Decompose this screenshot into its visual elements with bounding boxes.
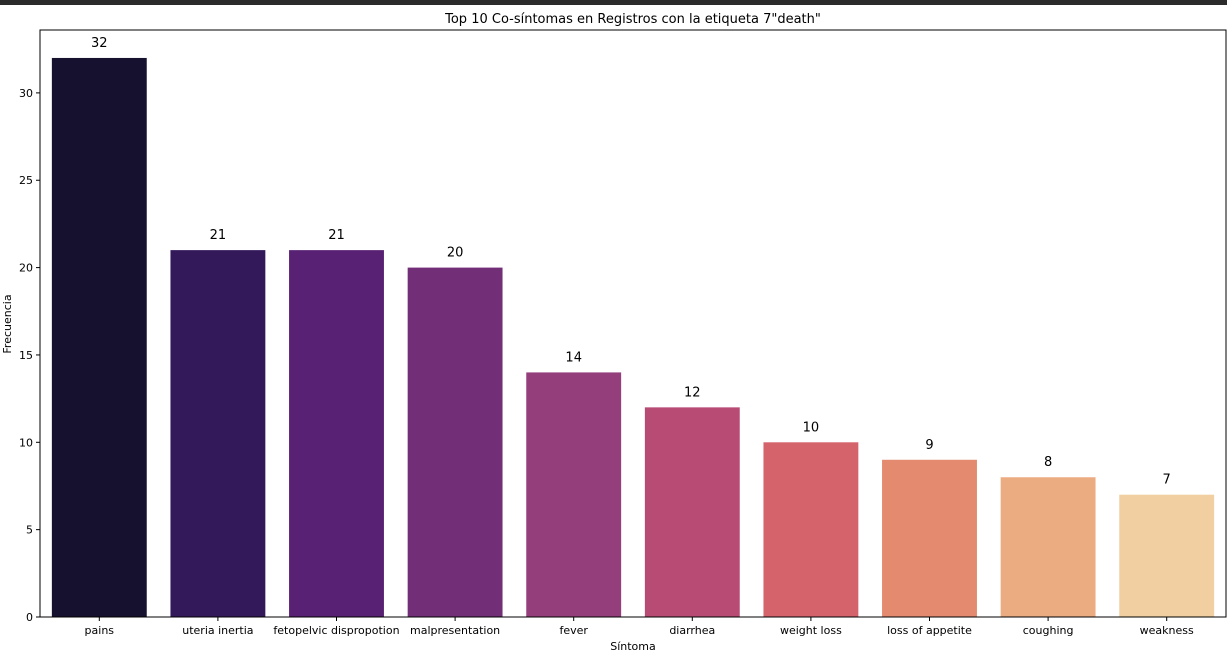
bar — [763, 442, 859, 617]
x-tick-label: pains — [85, 624, 115, 637]
bar — [407, 267, 503, 617]
bar-value-labels: 32 21 21 20 14 12 10 9 8 7 — [91, 36, 1171, 488]
x-tick-label: weakness — [1140, 624, 1194, 637]
y-tick-label: 0 — [26, 611, 33, 624]
bar — [1119, 494, 1215, 617]
bar — [1000, 477, 1096, 617]
y-tick-label: 5 — [26, 524, 33, 537]
bar-value-label: 8 — [1044, 455, 1052, 470]
x-tick-label: uteria inertia — [182, 624, 253, 637]
bar-value-label: 14 — [565, 350, 582, 365]
plot-frame — [39, 29, 1227, 618]
y-tick-label: 15 — [19, 349, 33, 362]
x-tick-label: loss of appetite — [887, 624, 972, 637]
bar — [644, 407, 740, 617]
window-top-strip — [0, 0, 1227, 5]
bar — [51, 57, 147, 617]
bar-value-label: 7 — [1163, 473, 1171, 488]
x-tick-label: weight loss — [780, 624, 842, 637]
x-tick-label: diarrhea — [669, 624, 715, 637]
chart-title: Top 10 Co-síntomas en Registros con la e… — [444, 12, 821, 27]
bar — [170, 250, 266, 617]
bar-value-label: 21 — [328, 228, 345, 243]
x-tick-label: fever — [559, 624, 588, 637]
y-axis-label: Frecuencia — [1, 294, 14, 353]
y-tick-label: 25 — [19, 174, 33, 187]
x-tick-label: malpresentation — [410, 624, 500, 637]
bar-value-label: 12 — [684, 385, 701, 400]
bar — [882, 459, 977, 617]
x-axis: pains uteria inertia fetopelvic dispropoti… — [85, 617, 1194, 637]
x-tick-label: coughing — [1023, 624, 1074, 637]
bar-value-label: 21 — [210, 228, 227, 243]
y-tick-label: 30 — [19, 87, 33, 100]
bars-group — [51, 57, 1215, 617]
x-tick-label: fetopelvic dispropotion — [273, 624, 399, 637]
y-tick-label: 20 — [19, 262, 33, 275]
x-axis-label: Síntoma — [610, 640, 656, 653]
bar — [526, 372, 622, 617]
bar-value-label: 10 — [803, 420, 820, 435]
bar — [289, 250, 384, 617]
bar-value-label: 9 — [925, 438, 933, 453]
bar-value-label: 32 — [91, 36, 108, 51]
y-tick-label: 10 — [19, 436, 33, 449]
bar-value-label: 20 — [447, 246, 464, 261]
y-axis: 0 5 10 15 20 25 30 — [19, 87, 40, 624]
